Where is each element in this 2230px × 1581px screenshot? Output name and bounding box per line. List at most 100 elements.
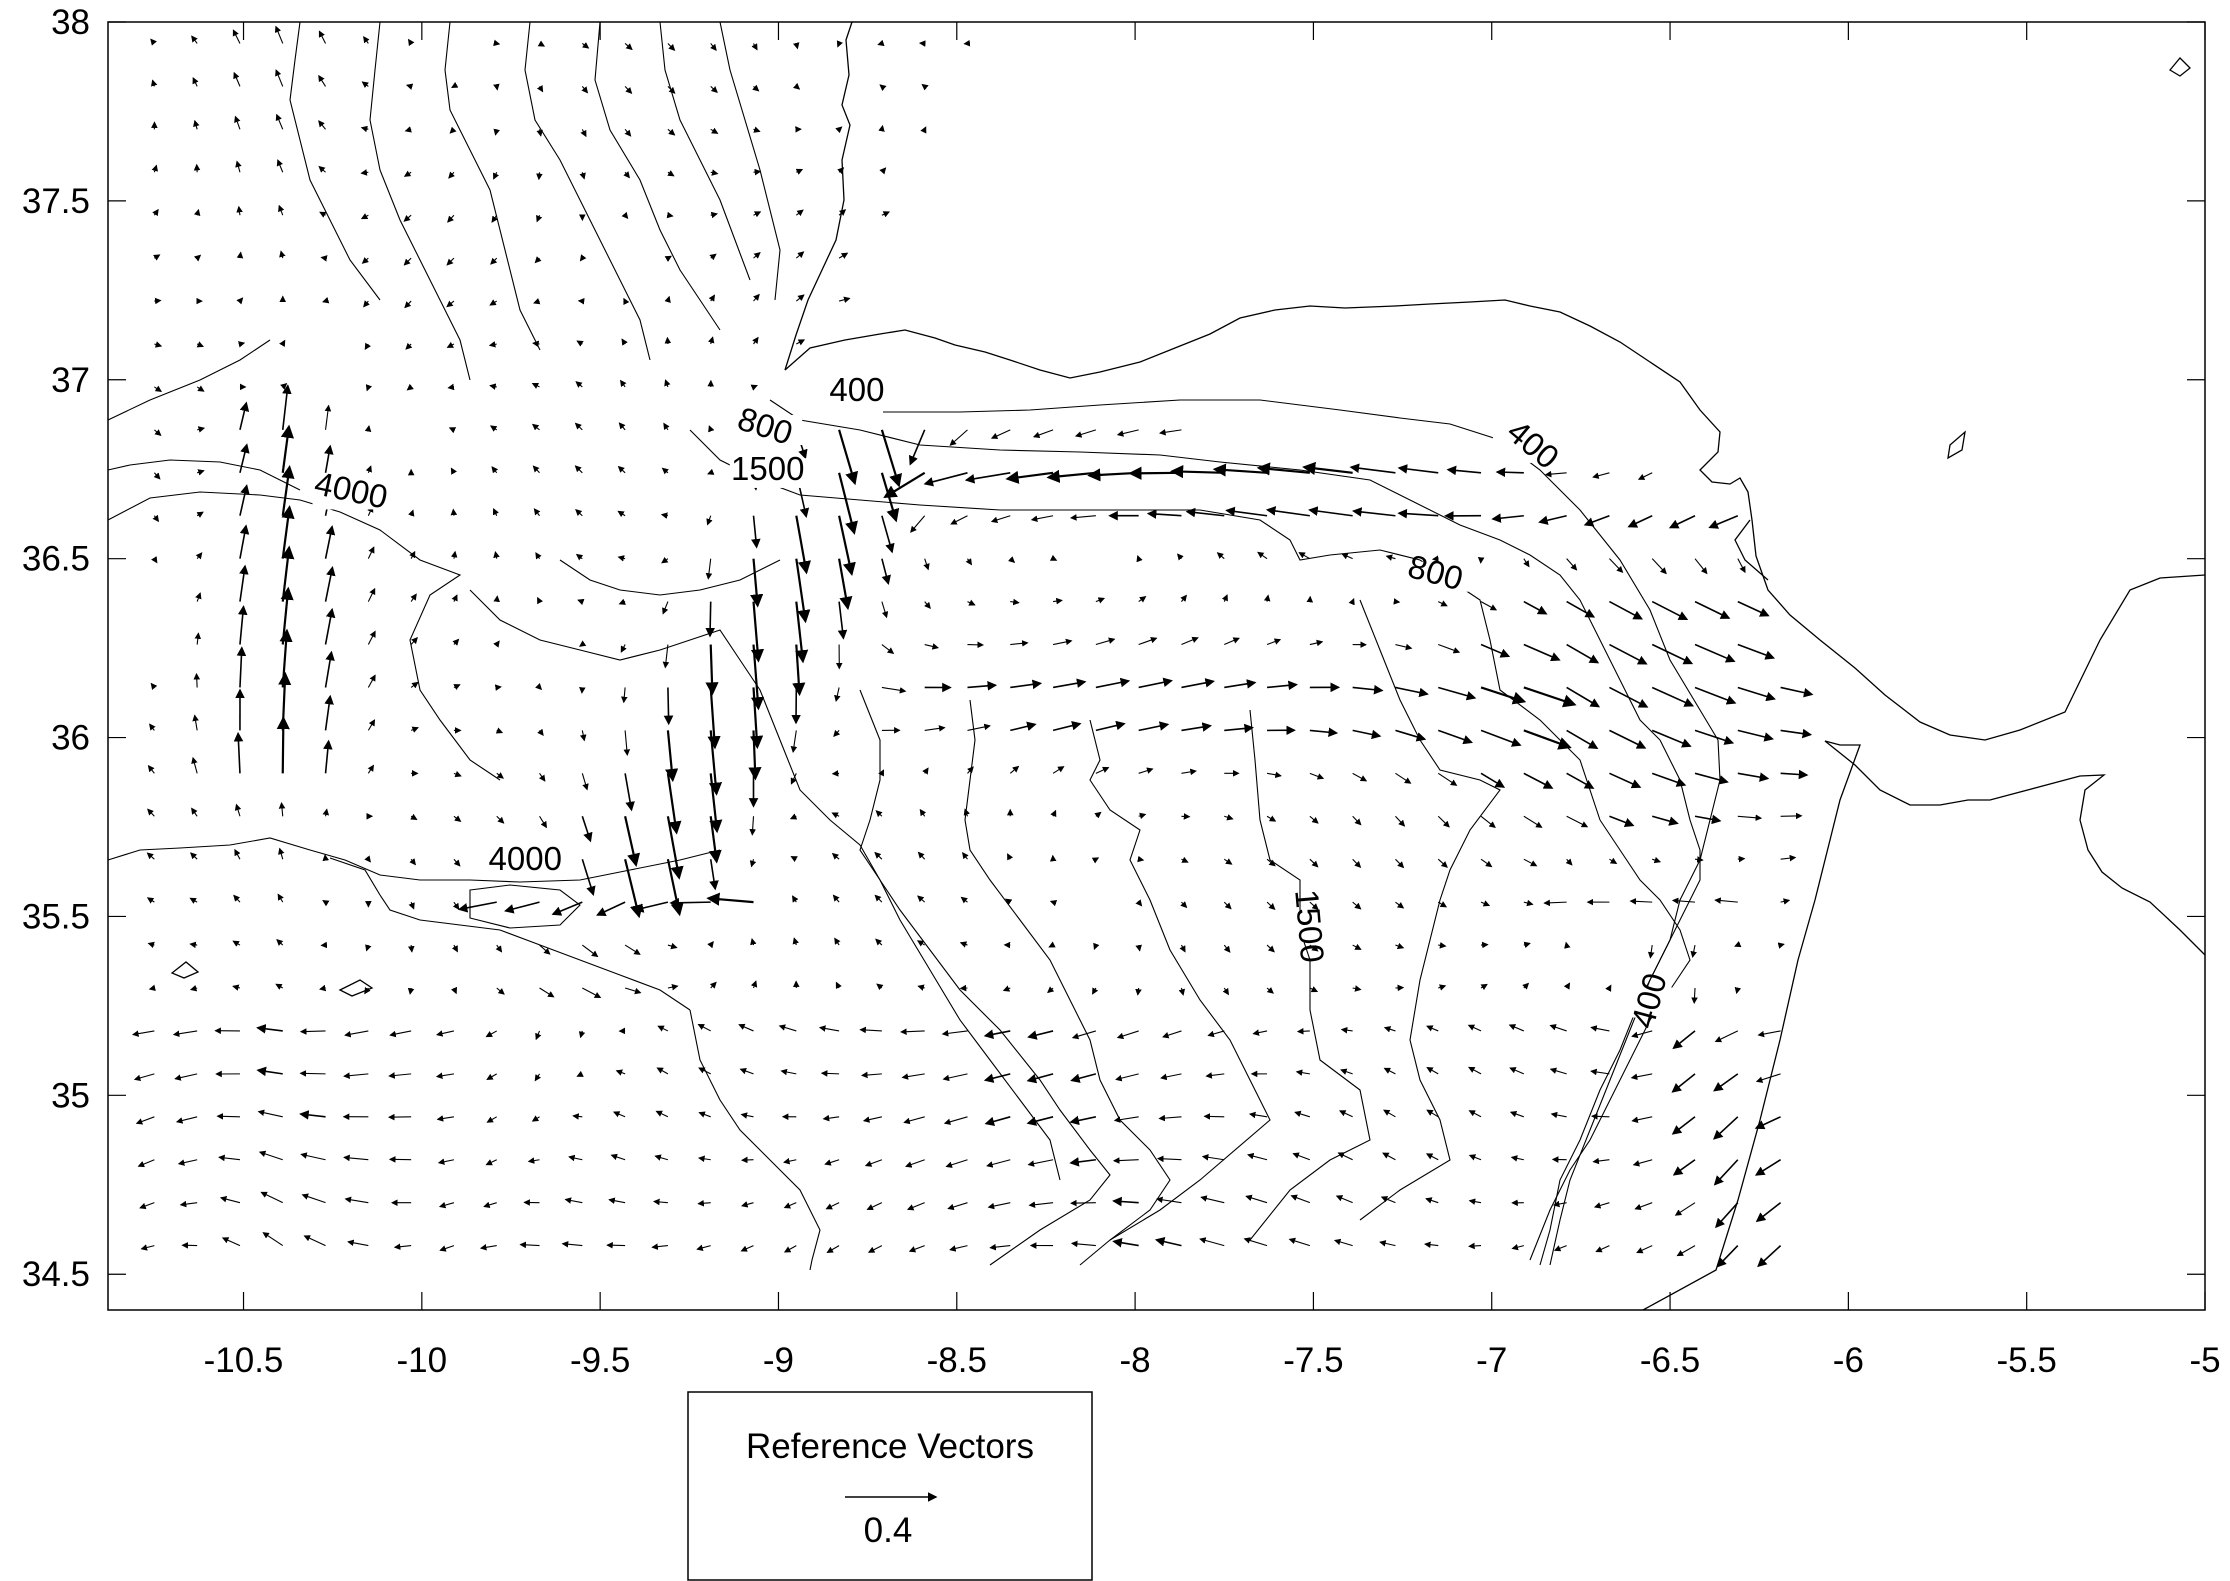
current-vector — [924, 643, 939, 650]
current-vector — [908, 429, 926, 466]
current-vector — [1523, 941, 1531, 949]
current-vector — [1052, 638, 1073, 646]
current-vector — [1162, 1030, 1182, 1039]
current-vector — [665, 730, 679, 783]
current-vector — [324, 444, 334, 473]
current-vector — [1395, 772, 1412, 784]
current-vector — [1480, 983, 1488, 991]
current-vector — [1221, 594, 1228, 602]
y-tick-label: 38 — [51, 3, 90, 42]
current-vector — [489, 425, 498, 432]
current-vector — [1266, 944, 1275, 953]
contour-line — [469, 589, 781, 741]
current-vector — [1566, 600, 1596, 618]
current-vector — [1437, 772, 1458, 786]
current-vector — [1158, 1114, 1182, 1122]
current-vector — [966, 766, 974, 774]
current-vector — [752, 336, 759, 345]
current-vector — [866, 1202, 883, 1211]
current-vector — [492, 508, 499, 516]
current-vector — [403, 214, 412, 222]
current-vector — [633, 901, 669, 913]
current-vector — [436, 1030, 455, 1037]
current-vector — [527, 1157, 540, 1164]
current-vector — [1266, 858, 1276, 867]
current-vector — [1309, 944, 1319, 952]
contour-line — [779, 739, 1061, 1181]
current-vector — [448, 427, 457, 434]
current-vector — [832, 894, 840, 903]
current-vector — [1263, 594, 1271, 602]
current-vector — [1292, 1152, 1311, 1161]
current-vector — [1691, 987, 1698, 1004]
current-vector — [1032, 429, 1054, 439]
current-vector — [189, 897, 198, 904]
current-vector — [1352, 985, 1362, 992]
contour-line — [107, 339, 271, 421]
current-vector — [1605, 984, 1612, 992]
current-vector — [965, 558, 973, 566]
current-vector — [1690, 944, 1697, 958]
current-vector — [1224, 679, 1257, 689]
current-vector — [1590, 1025, 1610, 1032]
current-vector — [662, 601, 669, 615]
current-vector — [1070, 1240, 1096, 1248]
current-vector — [1385, 554, 1396, 561]
current-vector — [740, 1112, 754, 1119]
current-vector — [666, 211, 674, 219]
current-vector — [596, 901, 626, 916]
current-vector — [624, 773, 635, 812]
current-vector — [1383, 1109, 1396, 1118]
current-vector — [1128, 466, 1182, 480]
current-vector — [301, 1193, 326, 1204]
current-vector — [706, 515, 713, 526]
current-vector — [1631, 1030, 1653, 1039]
current-vector — [1243, 1237, 1268, 1247]
y-tick-label: 34.5 — [22, 1255, 90, 1294]
current-vector — [343, 1072, 369, 1079]
current-vector — [496, 772, 504, 779]
current-vector — [1180, 901, 1188, 909]
current-vector — [347, 1239, 369, 1247]
current-vector — [324, 694, 334, 731]
current-vector — [618, 598, 626, 605]
current-vector — [1651, 643, 1694, 665]
current-vector — [1565, 858, 1573, 866]
current-vector — [1159, 429, 1182, 436]
current-vector — [901, 1073, 925, 1080]
current-vector — [1426, 1025, 1439, 1032]
current-vector — [280, 586, 294, 645]
current-vector — [1595, 1245, 1610, 1253]
current-vector — [923, 472, 968, 487]
current-vector — [196, 469, 205, 476]
x-tick-label: -5.5 — [1997, 1341, 2057, 1380]
current-vector — [1383, 1067, 1396, 1075]
current-vector — [947, 1202, 968, 1211]
current-vector — [1178, 987, 1186, 996]
current-vector — [795, 294, 805, 302]
current-vector — [1714, 1030, 1739, 1043]
current-vector — [1543, 899, 1567, 907]
current-vector — [1395, 729, 1427, 742]
current-vector — [148, 984, 156, 992]
current-vector — [706, 892, 754, 906]
current-vector — [660, 512, 669, 519]
current-vector — [1348, 597, 1355, 606]
current-vector — [710, 127, 719, 134]
current-vector — [753, 293, 760, 302]
current-vector — [1672, 1159, 1696, 1176]
current-vector — [838, 296, 851, 303]
current-vector — [1352, 772, 1368, 782]
current-vector — [1468, 1110, 1482, 1118]
current-vector — [483, 1201, 497, 1209]
current-vector — [1181, 768, 1197, 776]
current-vector — [1266, 680, 1298, 691]
current-vector — [572, 1113, 583, 1120]
current-vector — [1393, 598, 1401, 605]
current-vector — [967, 599, 976, 606]
current-vector — [1027, 1159, 1054, 1167]
current-vector — [574, 422, 583, 431]
current-vector — [191, 35, 198, 44]
current-vector — [624, 987, 642, 995]
current-vector — [236, 205, 243, 216]
